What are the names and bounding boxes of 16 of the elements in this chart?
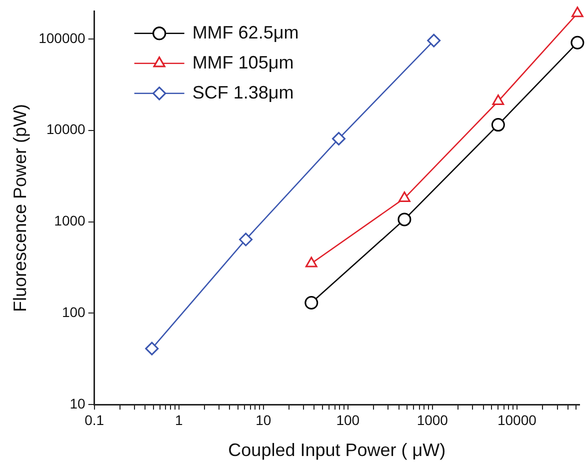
- x-tick-label: 100: [336, 412, 360, 428]
- y-tick-label: 10: [70, 395, 86, 412]
- x-axis-title: Coupled Input Power ( μW): [228, 440, 446, 460]
- y-axis-title: Fluorescence Power (pW): [10, 104, 30, 312]
- y-tick-label: 100000: [38, 30, 86, 46]
- x-tick-label: 1000: [416, 412, 448, 428]
- x-tick-label: 10: [256, 412, 272, 428]
- legend-label: SCF 1.38μm: [192, 82, 294, 102]
- y-tick-label: 1000: [54, 212, 86, 229]
- y-tick-label: 100: [62, 304, 86, 320]
- x-tick-label: 10000: [497, 412, 537, 428]
- x-tick-label: 1: [174, 412, 183, 428]
- legend-label: MMF 62.5μm: [192, 22, 299, 42]
- x-tick-label: 0.1: [84, 412, 104, 428]
- legend-label: MMF 105μm: [192, 52, 294, 72]
- y-tick-label: 10000: [46, 121, 86, 138]
